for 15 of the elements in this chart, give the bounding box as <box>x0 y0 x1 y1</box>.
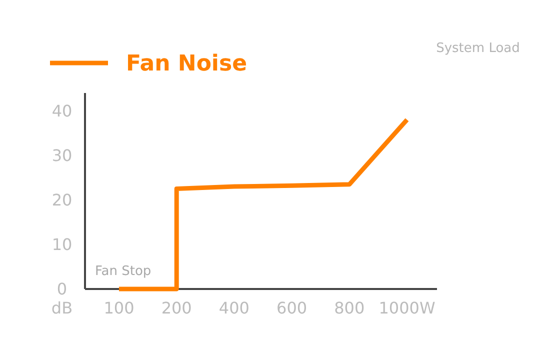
x-tick-label: 400 <box>218 298 250 318</box>
x-tick-label: 100 <box>104 298 134 318</box>
x-tick-label: 600 <box>276 298 308 318</box>
y-tick-label: 40 <box>52 101 72 120</box>
x-tick-label: 200 <box>161 298 192 318</box>
x-tick-label: 800 <box>334 298 365 318</box>
y-axis-title: dB <box>51 298 73 318</box>
y-tick-label: 20 <box>52 190 72 210</box>
y-tick-label: 30 <box>52 146 72 165</box>
annotation: Fan Stop <box>95 264 152 279</box>
x-tick-label: 1000W <box>378 298 436 318</box>
y-tick-label: 10 <box>52 235 72 254</box>
legend-label: Fan Noise <box>126 52 247 77</box>
y-tick-label: 0 <box>56 280 68 299</box>
text: System Load <box>436 41 520 56</box>
